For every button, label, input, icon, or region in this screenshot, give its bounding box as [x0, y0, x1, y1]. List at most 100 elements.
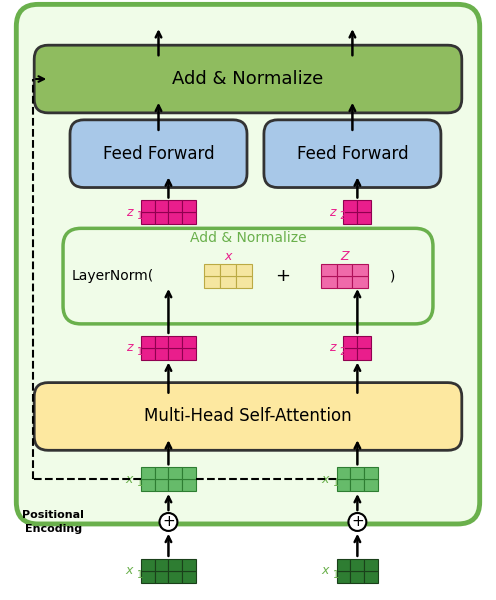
- Text: z: z: [329, 206, 335, 219]
- Bar: [183, 212, 196, 224]
- Bar: [353, 276, 369, 288]
- Bar: [155, 212, 169, 224]
- Bar: [155, 336, 169, 348]
- Bar: [336, 571, 350, 583]
- Bar: [140, 467, 155, 479]
- Text: +: +: [275, 267, 290, 285]
- Bar: [169, 467, 183, 479]
- Bar: [169, 336, 183, 348]
- Text: x: x: [321, 473, 328, 485]
- Bar: [358, 336, 372, 348]
- Text: LayerNorm(: LayerNorm(: [71, 269, 154, 283]
- Bar: [336, 479, 350, 491]
- Bar: [169, 348, 183, 360]
- Bar: [140, 479, 155, 491]
- Bar: [155, 467, 169, 479]
- Bar: [140, 571, 155, 583]
- FancyBboxPatch shape: [264, 120, 441, 188]
- Bar: [343, 336, 358, 348]
- Text: z: z: [126, 341, 132, 354]
- Bar: [343, 200, 358, 212]
- Bar: [155, 200, 169, 212]
- Text: Feed Forward: Feed Forward: [103, 145, 214, 163]
- Bar: [365, 479, 378, 491]
- Bar: [169, 559, 183, 571]
- FancyBboxPatch shape: [63, 229, 433, 324]
- Bar: [343, 348, 358, 360]
- Text: Feed Forward: Feed Forward: [297, 145, 408, 163]
- Bar: [320, 276, 336, 288]
- Text: x: x: [321, 564, 328, 577]
- Bar: [140, 559, 155, 571]
- Bar: [140, 336, 155, 348]
- Bar: [183, 200, 196, 212]
- Text: 1: 1: [136, 347, 143, 357]
- Bar: [155, 571, 169, 583]
- Bar: [155, 479, 169, 491]
- Text: z: z: [126, 206, 132, 219]
- Text: 1: 1: [136, 211, 143, 221]
- Circle shape: [348, 513, 367, 531]
- Bar: [169, 479, 183, 491]
- FancyBboxPatch shape: [34, 45, 462, 113]
- Bar: [183, 479, 196, 491]
- Text: 1: 1: [332, 570, 339, 580]
- FancyBboxPatch shape: [70, 120, 247, 188]
- Bar: [358, 212, 372, 224]
- Bar: [204, 276, 220, 288]
- Text: z: z: [329, 341, 335, 354]
- Bar: [155, 559, 169, 571]
- Text: Multi-Head Self-Attention: Multi-Head Self-Attention: [144, 407, 352, 425]
- Bar: [169, 200, 183, 212]
- Bar: [336, 264, 353, 276]
- Circle shape: [160, 513, 178, 531]
- Bar: [336, 467, 350, 479]
- Text: 1: 1: [136, 478, 143, 488]
- Text: 2: 2: [339, 211, 346, 221]
- Bar: [365, 467, 378, 479]
- Bar: [350, 571, 365, 583]
- Bar: [336, 559, 350, 571]
- Bar: [358, 348, 372, 360]
- Bar: [350, 479, 365, 491]
- Bar: [365, 559, 378, 571]
- Bar: [343, 212, 358, 224]
- FancyBboxPatch shape: [34, 383, 462, 451]
- Bar: [350, 559, 365, 571]
- Text: x: x: [224, 250, 232, 263]
- Bar: [358, 200, 372, 212]
- Text: +: +: [162, 514, 175, 529]
- Bar: [220, 264, 236, 276]
- Text: x: x: [125, 564, 132, 577]
- Bar: [140, 200, 155, 212]
- Bar: [220, 276, 236, 288]
- Bar: [336, 276, 353, 288]
- Bar: [183, 336, 196, 348]
- Text: Add & Normalize: Add & Normalize: [189, 231, 307, 245]
- Text: +: +: [351, 514, 364, 529]
- Bar: [183, 348, 196, 360]
- Bar: [183, 467, 196, 479]
- Bar: [183, 559, 196, 571]
- Bar: [236, 276, 252, 288]
- Bar: [140, 348, 155, 360]
- FancyBboxPatch shape: [16, 4, 480, 524]
- Text: Add & Normalize: Add & Normalize: [173, 70, 323, 88]
- Text: 1: 1: [136, 570, 143, 580]
- Text: x: x: [125, 473, 132, 485]
- Text: 1: 1: [332, 478, 339, 488]
- Bar: [365, 571, 378, 583]
- Bar: [140, 212, 155, 224]
- Bar: [169, 212, 183, 224]
- Text: ): ): [389, 269, 395, 283]
- Bar: [183, 571, 196, 583]
- Text: Positional
Encoding: Positional Encoding: [22, 511, 84, 533]
- Bar: [350, 467, 365, 479]
- Text: 2: 2: [339, 347, 346, 357]
- Bar: [169, 571, 183, 583]
- Bar: [236, 264, 252, 276]
- Bar: [320, 264, 336, 276]
- Text: Z: Z: [340, 250, 349, 263]
- Bar: [353, 264, 369, 276]
- Bar: [204, 264, 220, 276]
